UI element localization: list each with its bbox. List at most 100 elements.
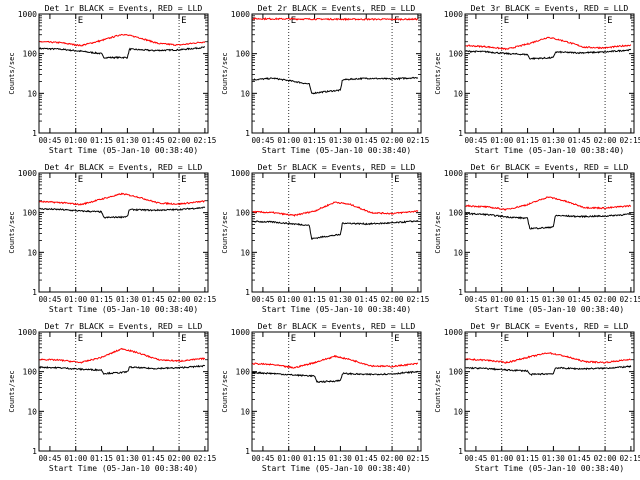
- y-tick-label: 100: [236, 50, 251, 59]
- x-tick-label: 01:00: [277, 454, 300, 463]
- series-line: [252, 354, 419, 369]
- x-tick-label: 02:00: [381, 454, 404, 463]
- x-tick-label: 02:00: [381, 136, 404, 145]
- y-tick-label: 1000: [18, 169, 37, 178]
- y-tick-label: 1: [458, 447, 463, 456]
- series-line: [465, 48, 632, 60]
- plot-frame: [251, 331, 422, 452]
- x-tick-label: 00:45: [464, 136, 487, 145]
- x-tick-label: 02:15: [193, 295, 216, 304]
- x-tick-label: 01:00: [490, 295, 513, 304]
- x-tick-label: 02:00: [594, 136, 617, 145]
- chart-panel: Det 6r BLACK = Events, RED = LLD E E 1 10 100…: [434, 162, 640, 314]
- e-marker: E: [504, 175, 509, 185]
- y-tick-label: 1: [245, 129, 250, 138]
- series-line: [252, 220, 419, 240]
- y-tick-label: 1000: [444, 328, 463, 337]
- series-line: [39, 206, 206, 219]
- plot-frame: [38, 13, 209, 134]
- chart-title: Det 9r BLACK = Events, RED = LLD: [471, 321, 629, 331]
- chart-panel: Det 2r BLACK = Events, RED = LLD E E 1 10 100…: [221, 3, 429, 155]
- x-tick-label: 01:15: [303, 295, 326, 304]
- x-axis-label: Start Time (05-Jan-10 00:38:40): [262, 146, 411, 155]
- x-tick-label: 00:45: [251, 454, 274, 463]
- x-tick-label: 01:45: [142, 295, 165, 304]
- e-marker: E: [291, 334, 296, 344]
- x-tick-label: 00:45: [251, 136, 274, 145]
- y-axis-label: Counts/sec: [434, 52, 442, 94]
- x-tick-label: 01:15: [516, 136, 539, 145]
- y-tick-label: 10: [240, 407, 250, 416]
- y-tick-label: 10: [240, 89, 250, 98]
- x-tick-label: 01:30: [329, 136, 352, 145]
- e-marker: E: [181, 16, 186, 26]
- y-axis-label: Counts/sec: [434, 211, 442, 253]
- x-axis-label: Start Time (05-Jan-10 00:38:40): [475, 464, 624, 473]
- y-tick-label: 10: [27, 89, 37, 98]
- x-tick-label: 01:30: [329, 454, 352, 463]
- y-tick-label: 10: [27, 248, 37, 257]
- y-tick-label: 1000: [18, 328, 37, 337]
- y-tick-label: 1: [245, 447, 250, 456]
- x-tick-label: 01:30: [542, 454, 565, 463]
- x-tick-label: 01:00: [490, 136, 513, 145]
- e-marker: E: [607, 175, 612, 185]
- x-tick-label: 00:45: [38, 454, 61, 463]
- y-tick-label: 100: [23, 50, 38, 59]
- x-tick-label: 01:15: [90, 454, 113, 463]
- e-marker: E: [291, 16, 296, 26]
- x-tick-label: 01:30: [542, 136, 565, 145]
- y-axis-label: Counts/sec: [221, 370, 229, 412]
- series-line: [465, 36, 632, 51]
- x-tick-label: 01:45: [568, 136, 591, 145]
- y-tick-label: 100: [236, 368, 251, 377]
- x-tick-label: 01:15: [90, 136, 113, 145]
- x-tick-label: 01:45: [142, 454, 165, 463]
- e-marker: E: [394, 175, 399, 185]
- e-marker: E: [394, 334, 399, 344]
- y-axis-label: Counts/sec: [221, 211, 229, 253]
- chart-title: Det 2r BLACK = Events, RED = LLD: [258, 3, 416, 13]
- x-axis-label: Start Time (05-Jan-10 00:38:40): [49, 305, 198, 314]
- y-tick-label: 1000: [444, 169, 463, 178]
- series-line: [465, 351, 631, 364]
- x-axis-label: Start Time (05-Jan-10 00:38:40): [475, 146, 624, 155]
- series-line: [465, 212, 632, 230]
- e-marker: E: [181, 175, 186, 185]
- e-marker: E: [394, 16, 399, 26]
- x-tick-label: 00:45: [464, 295, 487, 304]
- y-tick-label: 1: [32, 447, 37, 456]
- series-line: [252, 17, 419, 22]
- x-tick-label: 01:45: [568, 295, 591, 304]
- x-tick-label: 02:00: [381, 295, 404, 304]
- x-tick-label: 01:45: [142, 136, 165, 145]
- x-tick-label: 02:15: [406, 295, 429, 304]
- e-marker: E: [181, 334, 186, 344]
- e-marker: E: [78, 334, 83, 344]
- chart-panel: Det 8r BLACK = Events, RED = LLD E E 1 10 100…: [221, 321, 429, 473]
- x-tick-label: 02:00: [168, 295, 191, 304]
- plot-frame: [38, 331, 209, 452]
- x-axis-label: Start Time (05-Jan-10 00:38:40): [49, 464, 198, 473]
- y-axis-label: Counts/sec: [221, 52, 229, 94]
- y-tick-label: 1000: [444, 10, 463, 19]
- x-tick-label: 02:00: [168, 454, 191, 463]
- x-tick-label: 00:45: [38, 295, 61, 304]
- x-tick-label: 02:00: [594, 295, 617, 304]
- e-marker: E: [504, 334, 509, 344]
- x-tick-label: 01:15: [303, 136, 326, 145]
- series-line: [252, 76, 419, 95]
- y-tick-label: 10: [240, 248, 250, 257]
- y-axis-label: Counts/sec: [434, 370, 442, 412]
- chart-panel: Det 9r BLACK = Events, RED = LLD E E 1 10 100…: [434, 321, 640, 473]
- y-tick-label: 100: [23, 209, 38, 218]
- y-tick-label: 1: [32, 129, 37, 138]
- x-tick-label: 01:30: [116, 454, 139, 463]
- chart-title: Det 8r BLACK = Events, RED = LLD: [258, 321, 416, 331]
- x-tick-label: 01:45: [355, 136, 378, 145]
- series-line: [39, 33, 206, 47]
- x-tick-label: 01:00: [490, 454, 513, 463]
- x-tick-label: 02:15: [193, 454, 216, 463]
- y-tick-label: 100: [449, 209, 464, 218]
- x-tick-label: 00:45: [464, 454, 487, 463]
